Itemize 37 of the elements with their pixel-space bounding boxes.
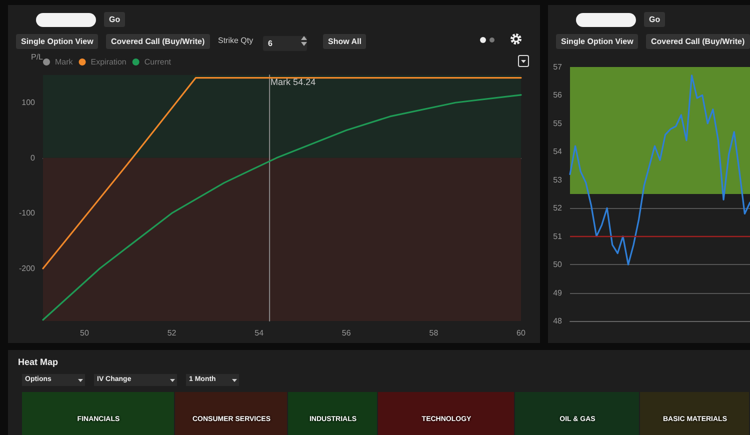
x-tick-label: 58	[429, 328, 439, 338]
line-series	[42, 94, 522, 321]
text: Covered Call (Buy/Write)	[106, 34, 210, 49]
x-tick-label: 56	[342, 328, 352, 338]
y-tick-label: 51	[553, 232, 563, 241]
y-tick-label: -100	[18, 208, 36, 218]
y-tick-label: 53	[553, 175, 563, 184]
y-tick-label: 0	[30, 153, 36, 162]
y-tick-label: 49	[553, 288, 563, 298]
text: Show All	[323, 34, 366, 49]
y-tick-label: -200	[18, 264, 36, 273]
text: Go	[644, 12, 666, 27]
y-tick-label: 54	[553, 147, 563, 156]
y-axis-title: P/L	[30, 52, 44, 62]
y-tick-label: 56	[553, 90, 563, 100]
text: 6	[263, 36, 307, 51]
x-tick-label: 54	[254, 328, 264, 338]
x-tick-label: 50	[80, 328, 90, 338]
text: Single Option View	[16, 34, 98, 49]
text: Strike Qty	[218, 36, 254, 45]
y-tick-label: 55	[553, 118, 563, 128]
text: Heat Map	[18, 357, 58, 367]
annotation: Mark 54.24	[270, 77, 316, 88]
y-tick-label: 100	[22, 98, 36, 108]
legend-label: Expiration	[90, 58, 126, 66]
y-tick-label: 48	[553, 316, 563, 326]
legend-label: Mark	[55, 58, 74, 66]
y-tick-label: 52	[553, 204, 563, 213]
legend-label: Current	[144, 58, 172, 66]
x-tick-label: 60	[516, 328, 526, 338]
y-tick-label: 57	[553, 62, 563, 72]
line-series	[569, 74, 750, 266]
text: Covered Call (Buy/Write)	[646, 34, 750, 49]
y-tick-label: 50	[553, 260, 563, 270]
x-tick-label: 52	[167, 328, 177, 338]
text: Go	[104, 12, 126, 27]
text: Single Option View	[556, 34, 638, 49]
